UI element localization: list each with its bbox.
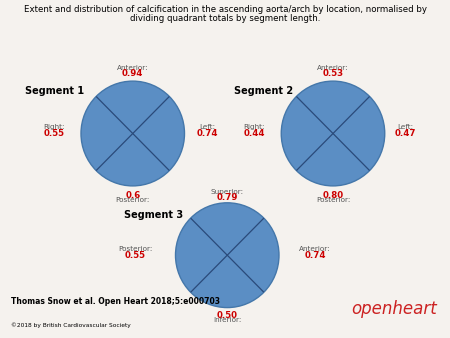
Text: Right:: Right: (43, 124, 65, 130)
Text: 0.74: 0.74 (196, 129, 218, 138)
Text: Inferior:: Inferior: (213, 317, 242, 323)
Ellipse shape (81, 81, 184, 186)
Text: Anterior:: Anterior: (117, 65, 148, 71)
Text: openheart: openheart (351, 300, 436, 318)
Text: dividing quadrant totals by segment length.: dividing quadrant totals by segment leng… (130, 14, 320, 23)
Text: Segment 1: Segment 1 (25, 86, 84, 96)
Text: Posterior:: Posterior: (116, 197, 150, 203)
Text: Anterior:: Anterior: (299, 246, 331, 252)
Text: Posterior:: Posterior: (118, 246, 152, 252)
Text: 0.94: 0.94 (122, 69, 144, 78)
Text: 0.80: 0.80 (323, 191, 343, 200)
Text: 0.44: 0.44 (243, 129, 265, 138)
Text: Segment 3: Segment 3 (124, 210, 183, 220)
Ellipse shape (176, 203, 279, 308)
Text: 0.55: 0.55 (125, 251, 145, 260)
Ellipse shape (281, 81, 385, 186)
Text: Superior:: Superior: (211, 189, 244, 195)
Text: Thomas Snow et al. Open Heart 2018;5:e000703: Thomas Snow et al. Open Heart 2018;5:e00… (11, 297, 220, 306)
Text: 0.47: 0.47 (394, 129, 416, 138)
Text: 0.74: 0.74 (304, 251, 326, 260)
Text: Segment 2: Segment 2 (234, 86, 293, 96)
Text: Anterior:: Anterior: (317, 65, 349, 71)
Text: 0.6: 0.6 (125, 191, 140, 200)
Text: 0.50: 0.50 (217, 311, 238, 320)
Text: Posterior:: Posterior: (316, 197, 350, 203)
Text: Left:: Left: (199, 124, 215, 130)
Text: Left:: Left: (397, 124, 413, 130)
Text: 0.53: 0.53 (323, 69, 343, 78)
Text: 0.55: 0.55 (44, 129, 64, 138)
Text: Right:: Right: (243, 124, 265, 130)
Text: ©2018 by British Cardiovascular Society: ©2018 by British Cardiovascular Society (11, 322, 131, 328)
Text: Extent and distribution of calcification in the ascending aorta/arch by location: Extent and distribution of calcification… (23, 5, 427, 14)
Text: 0.79: 0.79 (216, 193, 238, 201)
